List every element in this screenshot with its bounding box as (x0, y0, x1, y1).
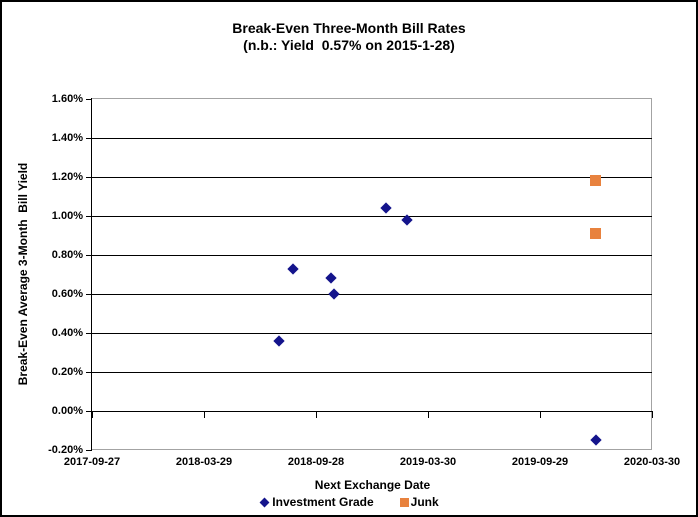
y-axis-tick (86, 411, 91, 412)
gridline (92, 255, 652, 256)
legend-item: Investment Grade (259, 495, 374, 509)
gridline (92, 372, 652, 373)
diamond-marker-icon (259, 497, 270, 507)
gridline (92, 138, 652, 139)
y-axis-tick (86, 372, 91, 373)
y-axis-tick (86, 99, 91, 100)
y-axis-tick-label: 0.40% (51, 327, 83, 339)
y-axis-tick (86, 294, 91, 295)
data-point-square (590, 228, 601, 239)
x-axis-tick (316, 411, 317, 418)
y-axis-tick (86, 450, 91, 451)
y-axis-tick-label: 0.00% (51, 405, 83, 417)
square-marker-icon (399, 497, 409, 507)
y-axis-tick (86, 216, 91, 217)
y-axis-line (91, 98, 92, 451)
x-axis-title: Next Exchange Date (314, 478, 431, 492)
y-axis-tick (86, 333, 91, 334)
y-axis-tick (86, 177, 91, 178)
y-axis-tick-label: 0.20% (51, 366, 83, 378)
x-axis-tick-label: 2019-03-30 (399, 456, 457, 468)
x-axis-tick-label: 2018-09-28 (287, 456, 345, 468)
x-axis-tick (204, 411, 205, 418)
y-axis-title: Break-Even Average 3-Month Bill Yield (16, 162, 30, 386)
y-axis-tick-label: 1.00% (51, 210, 83, 222)
y-axis-tick-label: 1.40% (51, 132, 83, 144)
x-axis-tick (652, 411, 653, 418)
legend-label: Investment Grade (272, 495, 374, 509)
chart-subtitle: (n.b.: Yield 0.57% on 2015-1-28) (243, 37, 455, 53)
gridline (92, 411, 652, 412)
data-point-square (590, 175, 601, 186)
legend-label: Junk (410, 495, 439, 509)
x-axis-tick (540, 411, 541, 418)
gridline (92, 177, 652, 178)
y-axis-tick (86, 255, 91, 256)
y-axis-tick-label: 1.60% (51, 93, 83, 105)
y-axis-tick-label: 0.80% (51, 249, 83, 261)
y-axis-tick (86, 138, 91, 139)
legend-item: Junk (399, 495, 439, 509)
x-axis-tick-label: 2020-03-30 (623, 456, 681, 468)
chart-title: Break-Even Three-Month Bill Rates (232, 20, 466, 36)
gridline (92, 216, 652, 217)
plot-area (91, 98, 652, 450)
x-axis-tick-label: 2018-03-29 (175, 456, 233, 468)
gridline (92, 294, 652, 295)
x-axis-tick (428, 411, 429, 418)
x-axis-tick (92, 411, 93, 418)
x-axis-tick-label: 2017-09-27 (63, 456, 121, 468)
y-axis-tick-label: 1.20% (51, 171, 83, 183)
x-axis-tick-label: 2019-09-29 (511, 456, 569, 468)
chart-title-block: Break-Even Three-Month Bill Rates (n.b.:… (2, 20, 696, 54)
y-axis-tick-label: 0.60% (51, 288, 83, 300)
y-axis-tick-label: -0.20% (48, 444, 83, 456)
gridline (92, 333, 652, 334)
legend: Investment Grade Junk (2, 495, 696, 509)
